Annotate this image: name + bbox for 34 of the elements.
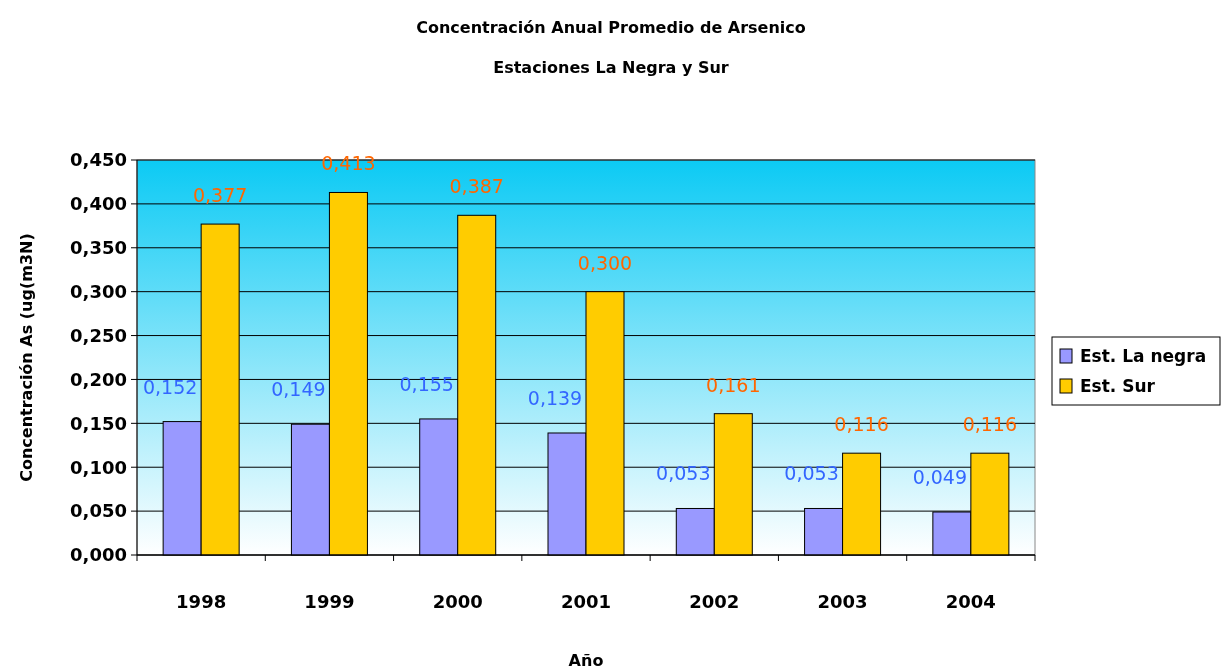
y-tick-label: 0,400 [70,193,127,215]
y-axis-title: Concentración As (ug(m3N) [17,233,36,482]
x-tick-label: 2004 [945,591,996,612]
data-label: 0,049 [912,465,968,488]
y-tick-label: 0,350 [70,237,127,259]
y-tick-label: 0,050 [70,500,127,522]
x-axis-title: Año [568,651,604,670]
data-label: 0,377 [192,184,248,207]
x-tick-label: 1998 [176,591,227,612]
data-label: 0,155 [399,372,454,395]
y-tick-label: 0,450 [70,149,127,171]
y-tick-label: 0,300 [70,280,127,302]
chart-title: Concentración Anual Promedio de Arsenico [416,18,806,37]
x-tick-label: 2000 [432,591,483,612]
y-tick-label: 0,250 [70,324,127,346]
data-label: 0,387 [449,175,504,198]
x-tick-label: 1999 [304,591,355,612]
y-tick-label: 0,000 [70,544,127,566]
data-label: 0,139 [527,386,583,409]
data-label: 0,152 [142,375,198,398]
x-tick-label: 2001 [560,591,612,612]
data-label: 0,053 [656,462,711,485]
y-tick-label: 0,200 [70,368,127,390]
data-label: 0,149 [271,378,326,401]
x-tick-label: 2002 [689,591,740,612]
y-tick-label: 0,100 [70,456,127,478]
x-tick-label: 2003 [817,591,868,612]
chart-subtitle: Estaciones La Negra y Sur [493,58,729,77]
legend-label: Est. La negra [1080,345,1207,366]
data-label: 0,053 [784,462,839,485]
data-label: 0,300 [577,251,633,274]
legend-label: Est. Sur [1080,375,1156,396]
y-tick-label: 0,150 [70,412,127,434]
data-label: 0,161 [706,373,761,396]
